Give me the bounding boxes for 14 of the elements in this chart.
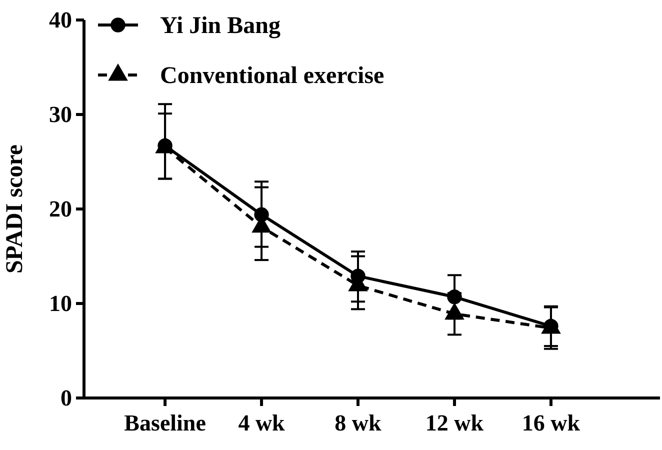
y-axis-title: SPADI score (2, 144, 28, 274)
y-tick-label: 0 (60, 385, 72, 410)
x-tick-label: 16 wk (522, 410, 580, 436)
x-tick-label: Baseline (124, 410, 206, 436)
point (254, 207, 269, 222)
y-tick-label: 40 (49, 7, 72, 32)
y-tick-label: 30 (49, 102, 72, 127)
legend-label: Yi Jin Bang (160, 13, 280, 39)
y-tick-label: 20 (49, 196, 72, 222)
legend-label: Conventional exercise (160, 63, 385, 89)
x-tick-label: 12 wk (425, 410, 484, 436)
y-tick-label: 10 (49, 290, 72, 316)
x-tick-label: 8 wk (334, 410, 382, 436)
x-tick-label: 4 wk (238, 410, 286, 436)
